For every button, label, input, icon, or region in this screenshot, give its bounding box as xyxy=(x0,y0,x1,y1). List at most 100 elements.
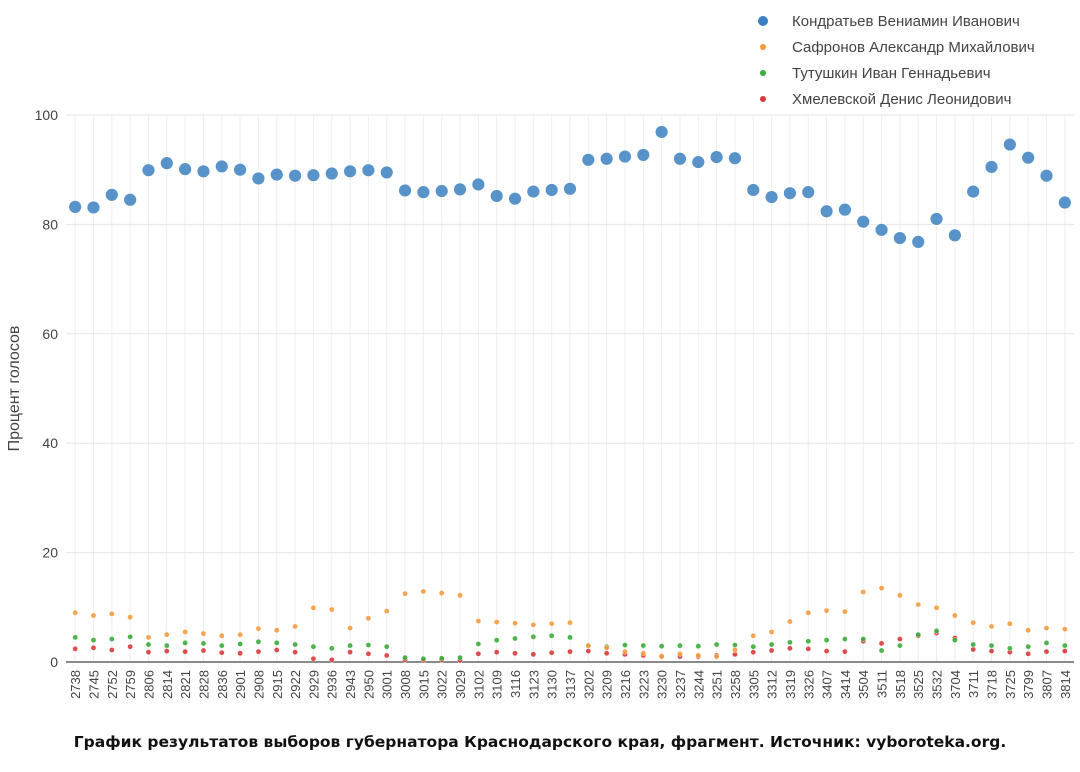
x-tick-label: 3312 xyxy=(765,670,780,699)
data-point xyxy=(947,228,962,243)
data-point xyxy=(1039,168,1054,183)
y-tick-label: 80 xyxy=(42,216,58,232)
data-point xyxy=(750,649,757,655)
data-point xyxy=(109,611,115,617)
data-point xyxy=(618,149,632,164)
data-point xyxy=(489,189,504,203)
legend-marker xyxy=(760,96,766,102)
data-point xyxy=(970,646,977,653)
legend-item-kondratyev[interactable]: Кондратьев Вениамин Иванович xyxy=(752,8,1077,34)
data-point xyxy=(361,163,376,178)
data-point xyxy=(842,608,848,615)
data-point xyxy=(163,631,170,638)
data-point xyxy=(1043,648,1050,655)
data-point xyxy=(713,653,720,660)
data-point xyxy=(255,625,262,632)
data-point xyxy=(237,650,243,657)
x-tick-label: 2814 xyxy=(160,670,175,699)
data-point xyxy=(343,164,357,179)
x-tick-label: 3237 xyxy=(673,670,688,699)
data-point xyxy=(310,643,317,650)
legend-item-khmelevskoy[interactable]: Хмелевской Денис Леонидович xyxy=(752,86,1077,112)
data-point xyxy=(713,641,720,648)
data-point xyxy=(695,643,702,649)
data-point xyxy=(709,150,724,165)
data-point xyxy=(475,641,482,647)
data-point xyxy=(878,647,885,654)
data-point xyxy=(438,655,445,661)
data-point xyxy=(512,650,518,657)
x-tick-label: 3525 xyxy=(911,670,926,699)
x-tick-label: 3216 xyxy=(618,670,633,699)
x-tick-label: 3704 xyxy=(948,670,963,699)
data-point xyxy=(512,620,518,626)
data-point xyxy=(328,645,335,652)
data-point xyxy=(141,163,156,178)
data-point xyxy=(127,634,133,640)
x-tick-label: 3223 xyxy=(636,670,651,699)
x-tick-label: 3015 xyxy=(416,670,431,699)
x-tick-label: 3518 xyxy=(893,670,908,699)
data-point xyxy=(860,636,867,642)
data-point xyxy=(658,643,665,649)
legend-label: Хмелевской Денис Леонидович xyxy=(792,90,1012,108)
data-point xyxy=(915,601,922,608)
data-point xyxy=(805,646,812,652)
x-tick-label: 2922 xyxy=(288,670,303,699)
data-point xyxy=(145,641,152,648)
data-point xyxy=(915,631,922,638)
data-point xyxy=(548,620,555,627)
data-point xyxy=(292,649,298,655)
x-tick-label: 2943 xyxy=(343,670,358,699)
data-point xyxy=(878,585,885,591)
data-point xyxy=(379,165,394,180)
x-tick-label: 3130 xyxy=(545,670,560,699)
data-point xyxy=(200,640,207,647)
data-point xyxy=(310,655,317,662)
data-point xyxy=(383,652,390,659)
data-point xyxy=(603,650,610,657)
data-point xyxy=(68,199,83,214)
x-tick-label: 3814 xyxy=(1058,670,1073,699)
data-point xyxy=(567,634,573,641)
data-point xyxy=(768,629,775,635)
data-point xyxy=(420,588,427,595)
data-point xyxy=(365,615,372,622)
x-tick-label: 3258 xyxy=(728,670,743,699)
data-point xyxy=(292,641,298,648)
x-tick-label: 3123 xyxy=(526,670,541,699)
data-point xyxy=(218,642,225,649)
legend-item-tutushkin[interactable]: Тутушкин Иван Геннадьевич xyxy=(752,60,1077,86)
data-point xyxy=(457,592,463,599)
data-point xyxy=(273,627,280,634)
data-point xyxy=(90,637,97,643)
x-tick-label: 3244 xyxy=(691,670,706,699)
x-tick-label: 2806 xyxy=(141,670,156,699)
data-point xyxy=(585,642,592,649)
data-point xyxy=(856,214,871,229)
data-point xyxy=(306,168,321,183)
x-tick-label: 3504 xyxy=(856,670,871,699)
data-point xyxy=(200,630,207,637)
data-point xyxy=(365,642,372,648)
data-point xyxy=(548,632,555,639)
data-point xyxy=(599,151,614,166)
x-tick-label: 2836 xyxy=(215,670,230,699)
data-point xyxy=(493,649,500,655)
legend-item-safronov[interactable]: Сафронов Александр Михайлович xyxy=(752,34,1077,60)
chart-legend[interactable]: Кондратьев Вениамин Иванович Сафронов Ал… xyxy=(752,8,1077,112)
data-point xyxy=(691,155,706,169)
data-point xyxy=(732,642,738,648)
data-point xyxy=(251,171,266,186)
data-point xyxy=(328,606,335,613)
data-point xyxy=(530,651,537,658)
data-point xyxy=(563,181,577,196)
data-point xyxy=(823,607,830,614)
data-point xyxy=(471,177,486,192)
data-point xyxy=(159,156,174,171)
data-point xyxy=(508,191,522,206)
data-point xyxy=(673,151,687,166)
data-point xyxy=(819,204,834,219)
data-point xyxy=(347,625,353,631)
